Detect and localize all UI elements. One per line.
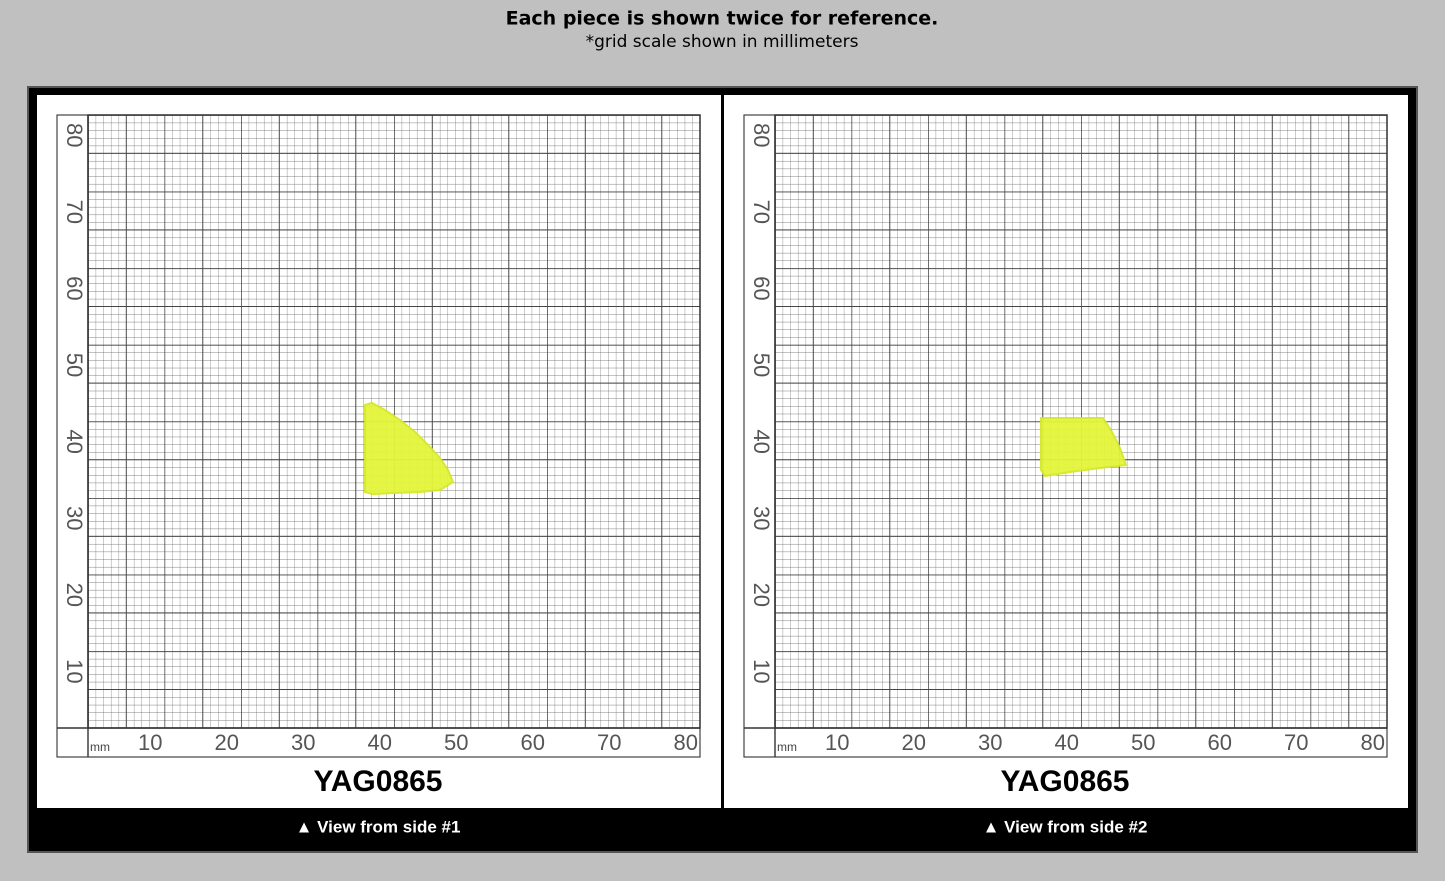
grid: mm 10 10 20 20 30 30 40 40 50 50 60 60 70 70 80 80 (743, 114, 1388, 758)
panels: mm 10 10 20 20 30 30 40 40 50 50 60 60 70 70 80 80 YAG086… (37, 95, 1408, 836)
x-scale-label: 50 (444, 730, 468, 755)
piece-label: YAG0865 (314, 765, 443, 798)
y-scale-label: 40 (62, 429, 87, 453)
y-scale-label: 50 (749, 353, 774, 377)
x-scale-label: 60 (521, 730, 545, 755)
x-scale-label: 20 (902, 730, 926, 755)
grid-outline (774, 114, 1388, 729)
y-scale-label: 40 (749, 429, 774, 453)
x-scale-label: 10 (138, 730, 162, 755)
y-scale-label: 60 (62, 276, 87, 300)
grid: mm 10 10 20 20 30 30 40 40 50 50 60 60 70 70 80 80 (56, 114, 701, 758)
title: Each piece is shown twice for reference. (506, 8, 939, 30)
panel: mm 10 10 20 20 30 30 40 40 50 50 60 60 70 70 80 80 YAG086… (37, 95, 721, 836)
x-scale-label: 10 (825, 730, 849, 755)
y-scale-label: 10 (749, 659, 774, 683)
y-scale-label: 70 (749, 200, 774, 224)
piece-label: YAG0865 (1001, 765, 1130, 798)
caption: ▲ View from side #1 (296, 817, 461, 836)
y-scale-label: 80 (749, 123, 774, 147)
x-scale-label: 60 (1208, 730, 1232, 755)
subtitle: *grid scale shown in millimeters (586, 32, 859, 52)
y-scale-label: 10 (62, 659, 87, 683)
panel: mm 10 10 20 20 30 30 40 40 50 50 60 60 70 70 80 80 YAG086… (724, 95, 1408, 836)
x-scale-label: 20 (215, 730, 239, 755)
y-scale-label: 30 (62, 506, 87, 530)
y-scale-label: 50 (62, 353, 87, 377)
grid-outline (87, 114, 701, 729)
x-scale-label: 80 (1361, 730, 1385, 755)
crystal-piece (1040, 417, 1128, 478)
x-scale-label: 50 (1131, 730, 1155, 755)
y-scale-label: 20 (749, 583, 774, 607)
crystal-piece (364, 401, 455, 496)
y-scale-label: 20 (62, 583, 87, 607)
x-scale-label: 30 (978, 730, 1002, 755)
y-scale-label: 80 (62, 123, 87, 147)
x-scale-label: 80 (674, 730, 698, 755)
x-scale-label: 30 (291, 730, 315, 755)
unit-label: mm (777, 740, 797, 754)
x-scale-label: 40 (1055, 730, 1079, 755)
y-scale-label: 60 (749, 276, 774, 300)
y-scale-label: 70 (62, 200, 87, 224)
x-scale-label: 40 (368, 730, 392, 755)
x-scale-label: 70 (597, 730, 621, 755)
x-scale-label: 70 (1284, 730, 1308, 755)
unit-label: mm (90, 740, 110, 754)
y-scale-label: 30 (749, 506, 774, 530)
caption: ▲ View from side #2 (983, 817, 1148, 836)
